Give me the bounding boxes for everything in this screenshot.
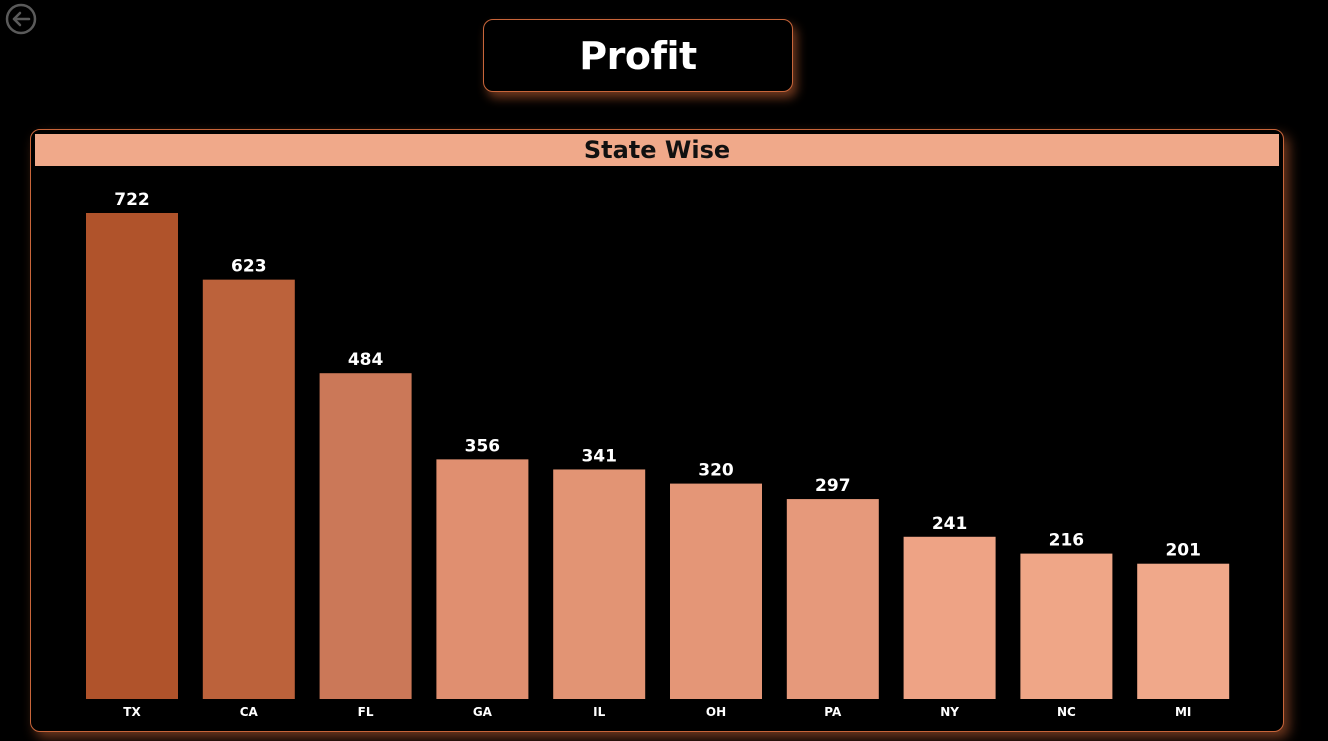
back-button[interactable] bbox=[5, 3, 37, 35]
data-label-nc: 216 bbox=[1049, 531, 1085, 551]
chart-header: State Wise bbox=[35, 134, 1279, 166]
data-label-ga: 356 bbox=[465, 436, 501, 456]
x-tick-label-tx: TX bbox=[123, 705, 141, 719]
arrow-left-circle-icon bbox=[5, 3, 37, 35]
x-tick-label-nc: NC bbox=[1057, 705, 1076, 719]
bar-mi[interactable] bbox=[1137, 563, 1230, 699]
x-tick-label-pa: PA bbox=[824, 705, 842, 719]
data-label-mi: 201 bbox=[1165, 541, 1201, 561]
page-title-card: Profit bbox=[483, 19, 793, 92]
bar-ga[interactable] bbox=[436, 459, 529, 699]
data-label-tx: 722 bbox=[114, 190, 150, 210]
bar-nc[interactable] bbox=[1020, 553, 1113, 699]
x-tick-label-ca: CA bbox=[240, 705, 259, 719]
bar-pa[interactable] bbox=[786, 499, 879, 699]
bar-il[interactable] bbox=[553, 469, 646, 699]
data-label-il: 341 bbox=[581, 446, 617, 466]
x-tick-label-il: IL bbox=[593, 705, 605, 719]
data-label-fl: 484 bbox=[348, 350, 384, 370]
bar-ny[interactable] bbox=[903, 536, 996, 699]
x-tick-label-oh: OH bbox=[706, 705, 726, 719]
data-label-ca: 623 bbox=[231, 257, 267, 277]
chart-title: State Wise bbox=[583, 136, 731, 164]
data-label-ny: 241 bbox=[932, 514, 968, 534]
bar-fl[interactable] bbox=[319, 373, 412, 699]
x-tick-label-fl: FL bbox=[358, 705, 374, 719]
bar-oh[interactable] bbox=[670, 483, 762, 699]
page-title: Profit bbox=[579, 33, 697, 78]
x-tick-label-ga: GA bbox=[473, 705, 493, 719]
x-tick-label-ny: NY bbox=[940, 705, 959, 719]
data-label-oh: 320 bbox=[698, 461, 734, 481]
bar-tx[interactable] bbox=[86, 213, 178, 699]
x-tick-label-mi: MI bbox=[1175, 705, 1191, 719]
data-label-pa: 297 bbox=[815, 476, 851, 496]
bar-ca[interactable] bbox=[202, 279, 295, 699]
